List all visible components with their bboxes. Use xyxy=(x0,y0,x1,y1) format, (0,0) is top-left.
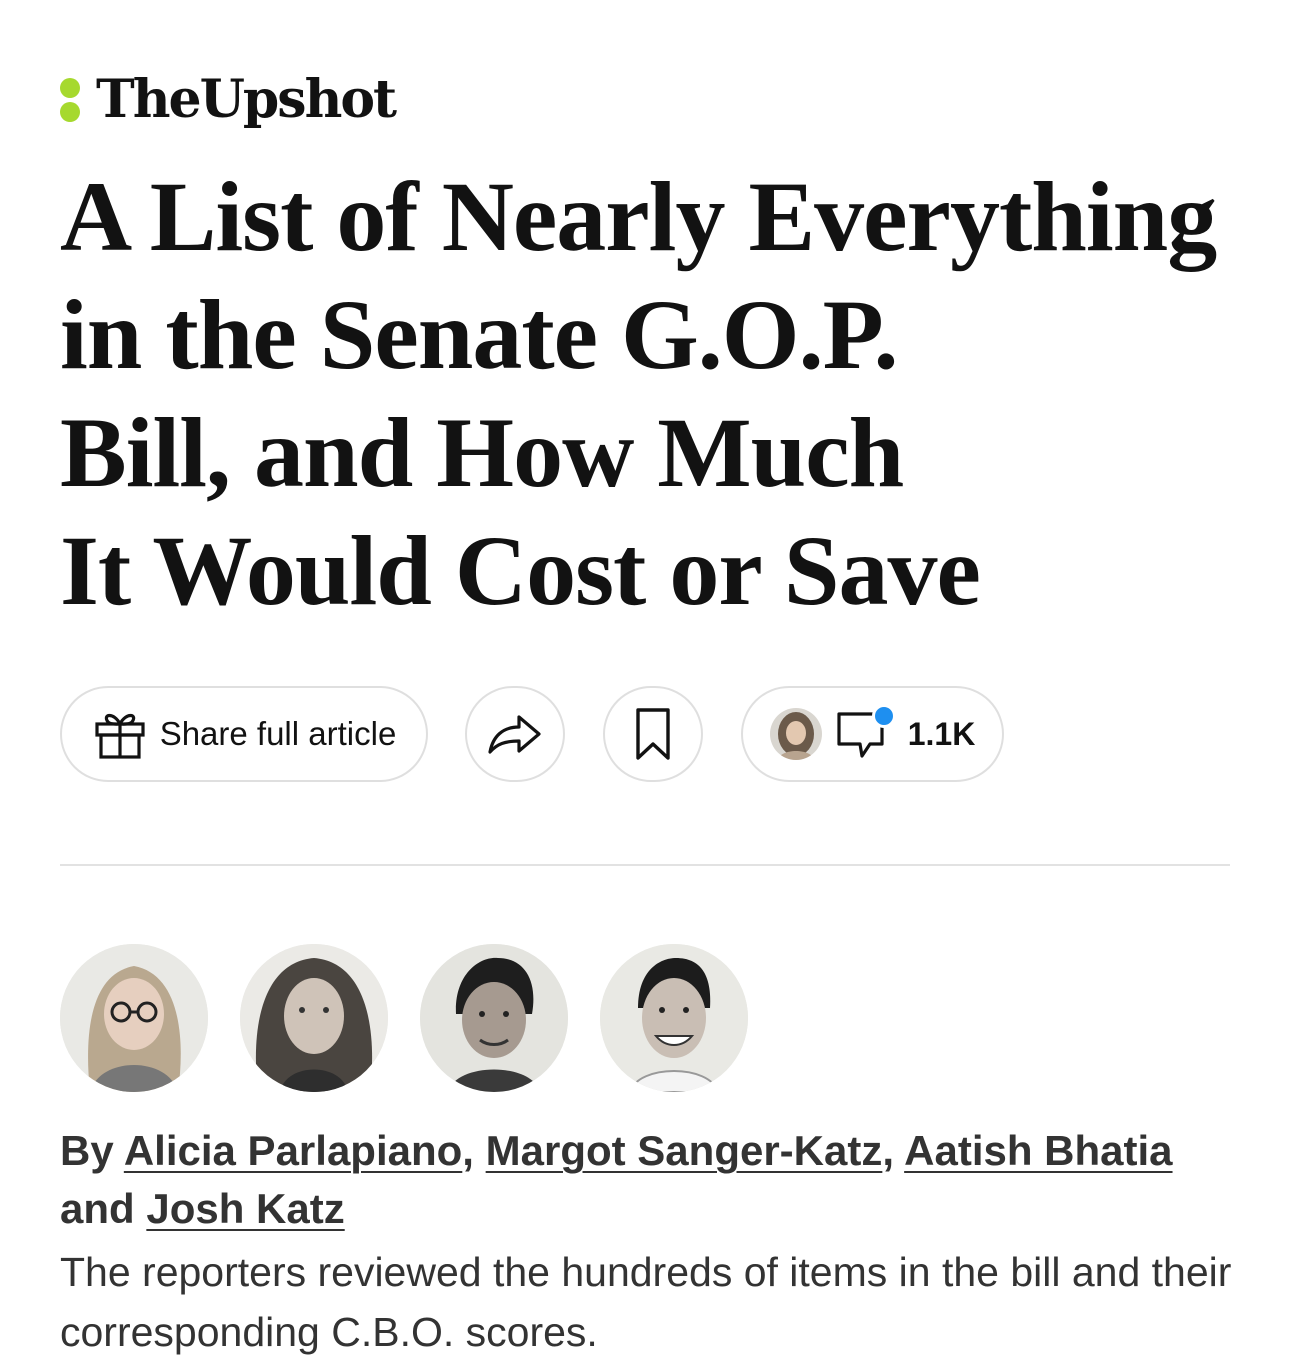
share-button[interactable] xyxy=(465,686,565,782)
byline-separator: , xyxy=(882,1127,895,1174)
share-label: Share full article xyxy=(159,715,397,752)
author-photo-alicia-parlapiano[interactable] xyxy=(60,944,208,1092)
commenter-avatar xyxy=(769,708,822,760)
byline: By Alicia Parlapiano, Margot Sanger-Katz… xyxy=(60,1122,1240,1238)
save-bookmark-button[interactable] xyxy=(603,686,703,782)
author-link-josh-katz[interactable]: Josh Katz xyxy=(146,1185,345,1232)
byline-conjunction: and xyxy=(60,1185,135,1232)
byline-separator: , xyxy=(462,1127,474,1174)
upshot-dots-icon xyxy=(60,74,82,126)
headline: A List of Nearly Everything in the Senat… xyxy=(60,158,1240,630)
headline-line: It Would Cost or Save xyxy=(60,515,981,626)
author-photo-aatish-bhatia[interactable] xyxy=(420,944,568,1092)
article-toolbar: Share full article 1.1K xyxy=(60,686,1060,786)
headline-line: Bill, and How Much xyxy=(60,397,904,508)
divider xyxy=(60,864,1230,866)
section-tag[interactable]: TheUpshot xyxy=(60,69,397,130)
article-summary: The reporters reviewed the hundreds of i… xyxy=(60,1249,1232,1355)
author-link-aatish-bhatia[interactable]: Aatish Bhatia xyxy=(904,1127,1173,1174)
headline-line: in the Senate G.O.P. xyxy=(60,279,898,390)
comment-count: 1.1K xyxy=(907,715,976,752)
author-photo-margot-sanger-katz[interactable] xyxy=(240,944,388,1092)
notification-dot-icon xyxy=(871,704,896,728)
headline-line: A List of Nearly Everything xyxy=(60,161,1217,272)
author-link-margot-sanger-katz[interactable]: Margot Sanger-Katz xyxy=(485,1127,883,1174)
bookmark-icon xyxy=(636,708,670,760)
comments-button[interactable]: 1.1K xyxy=(741,686,1004,782)
comment-bubble-icon xyxy=(834,704,896,764)
gift-icon xyxy=(95,713,145,759)
forward-arrow-icon xyxy=(488,715,541,754)
section-brand: TheUpshot xyxy=(96,69,397,130)
share-full-article-button[interactable]: Share full article xyxy=(60,686,428,782)
author-photo-josh-katz[interactable] xyxy=(600,944,748,1092)
byline-prefix: By xyxy=(60,1127,114,1174)
author-link-alicia-parlapiano[interactable]: Alicia Parlapiano xyxy=(123,1127,463,1174)
